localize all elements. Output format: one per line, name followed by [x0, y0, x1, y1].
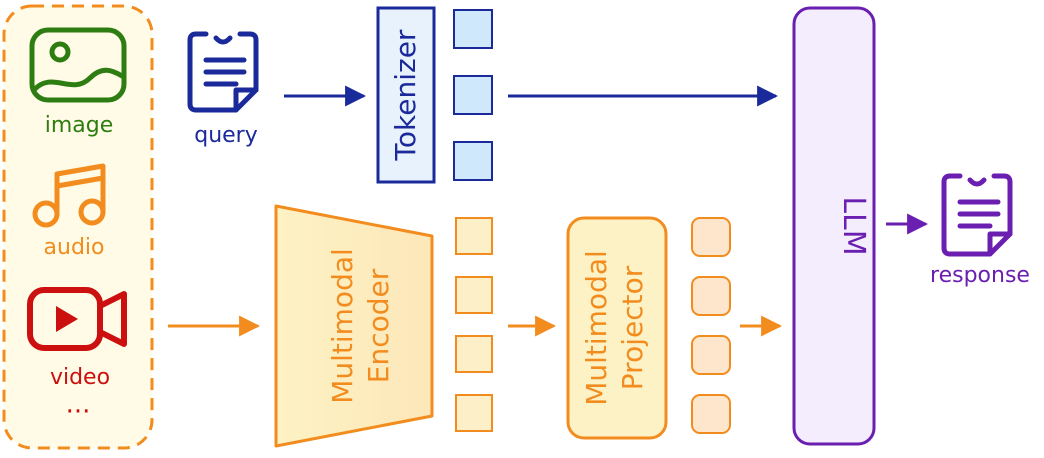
encoder-label-line1: Multimodal	[326, 248, 359, 404]
query-document-icon	[187, 31, 259, 113]
projector-label-line1: Multimodal	[580, 250, 613, 406]
music-note-icon	[32, 163, 106, 228]
multimodal-projector: Multimodal Projector	[566, 216, 668, 440]
audio-label: audio	[44, 235, 105, 260]
projector-token	[691, 276, 731, 316]
inputs-panel: image audio video ···	[2, 4, 154, 450]
encoder-label-line2: Encoder	[362, 268, 395, 383]
projector-token	[691, 394, 731, 434]
text-tokens	[453, 9, 493, 181]
multimodal-encoder: Multimodal Encoder	[274, 204, 434, 448]
video-label: video	[50, 365, 110, 390]
tokenizer-box: Tokenizer	[376, 6, 436, 184]
tokenizer-label: Tokenizer	[389, 29, 422, 161]
text-token	[453, 141, 493, 181]
query-label: query	[194, 123, 258, 148]
more-inputs-ellipsis: ···	[66, 397, 91, 427]
text-token	[453, 75, 493, 115]
encoder-token	[455, 217, 493, 255]
llm-label: LLM	[836, 196, 871, 255]
encoder-token	[455, 394, 493, 432]
video-camera-icon	[27, 287, 127, 351]
encoder-token	[455, 335, 493, 373]
projector-tokens	[691, 217, 731, 434]
text-token	[453, 9, 493, 49]
projector-token	[691, 217, 731, 257]
response-label: response	[930, 263, 1030, 288]
response-document-icon	[941, 173, 1013, 257]
projector-token	[691, 335, 731, 375]
llm-block: LLM	[792, 6, 876, 446]
image-icon	[29, 27, 127, 103]
encoder-tokens	[455, 217, 493, 432]
encoder-token	[455, 276, 493, 314]
image-label: image	[45, 113, 114, 138]
projector-label-line2: Projector	[616, 265, 649, 390]
